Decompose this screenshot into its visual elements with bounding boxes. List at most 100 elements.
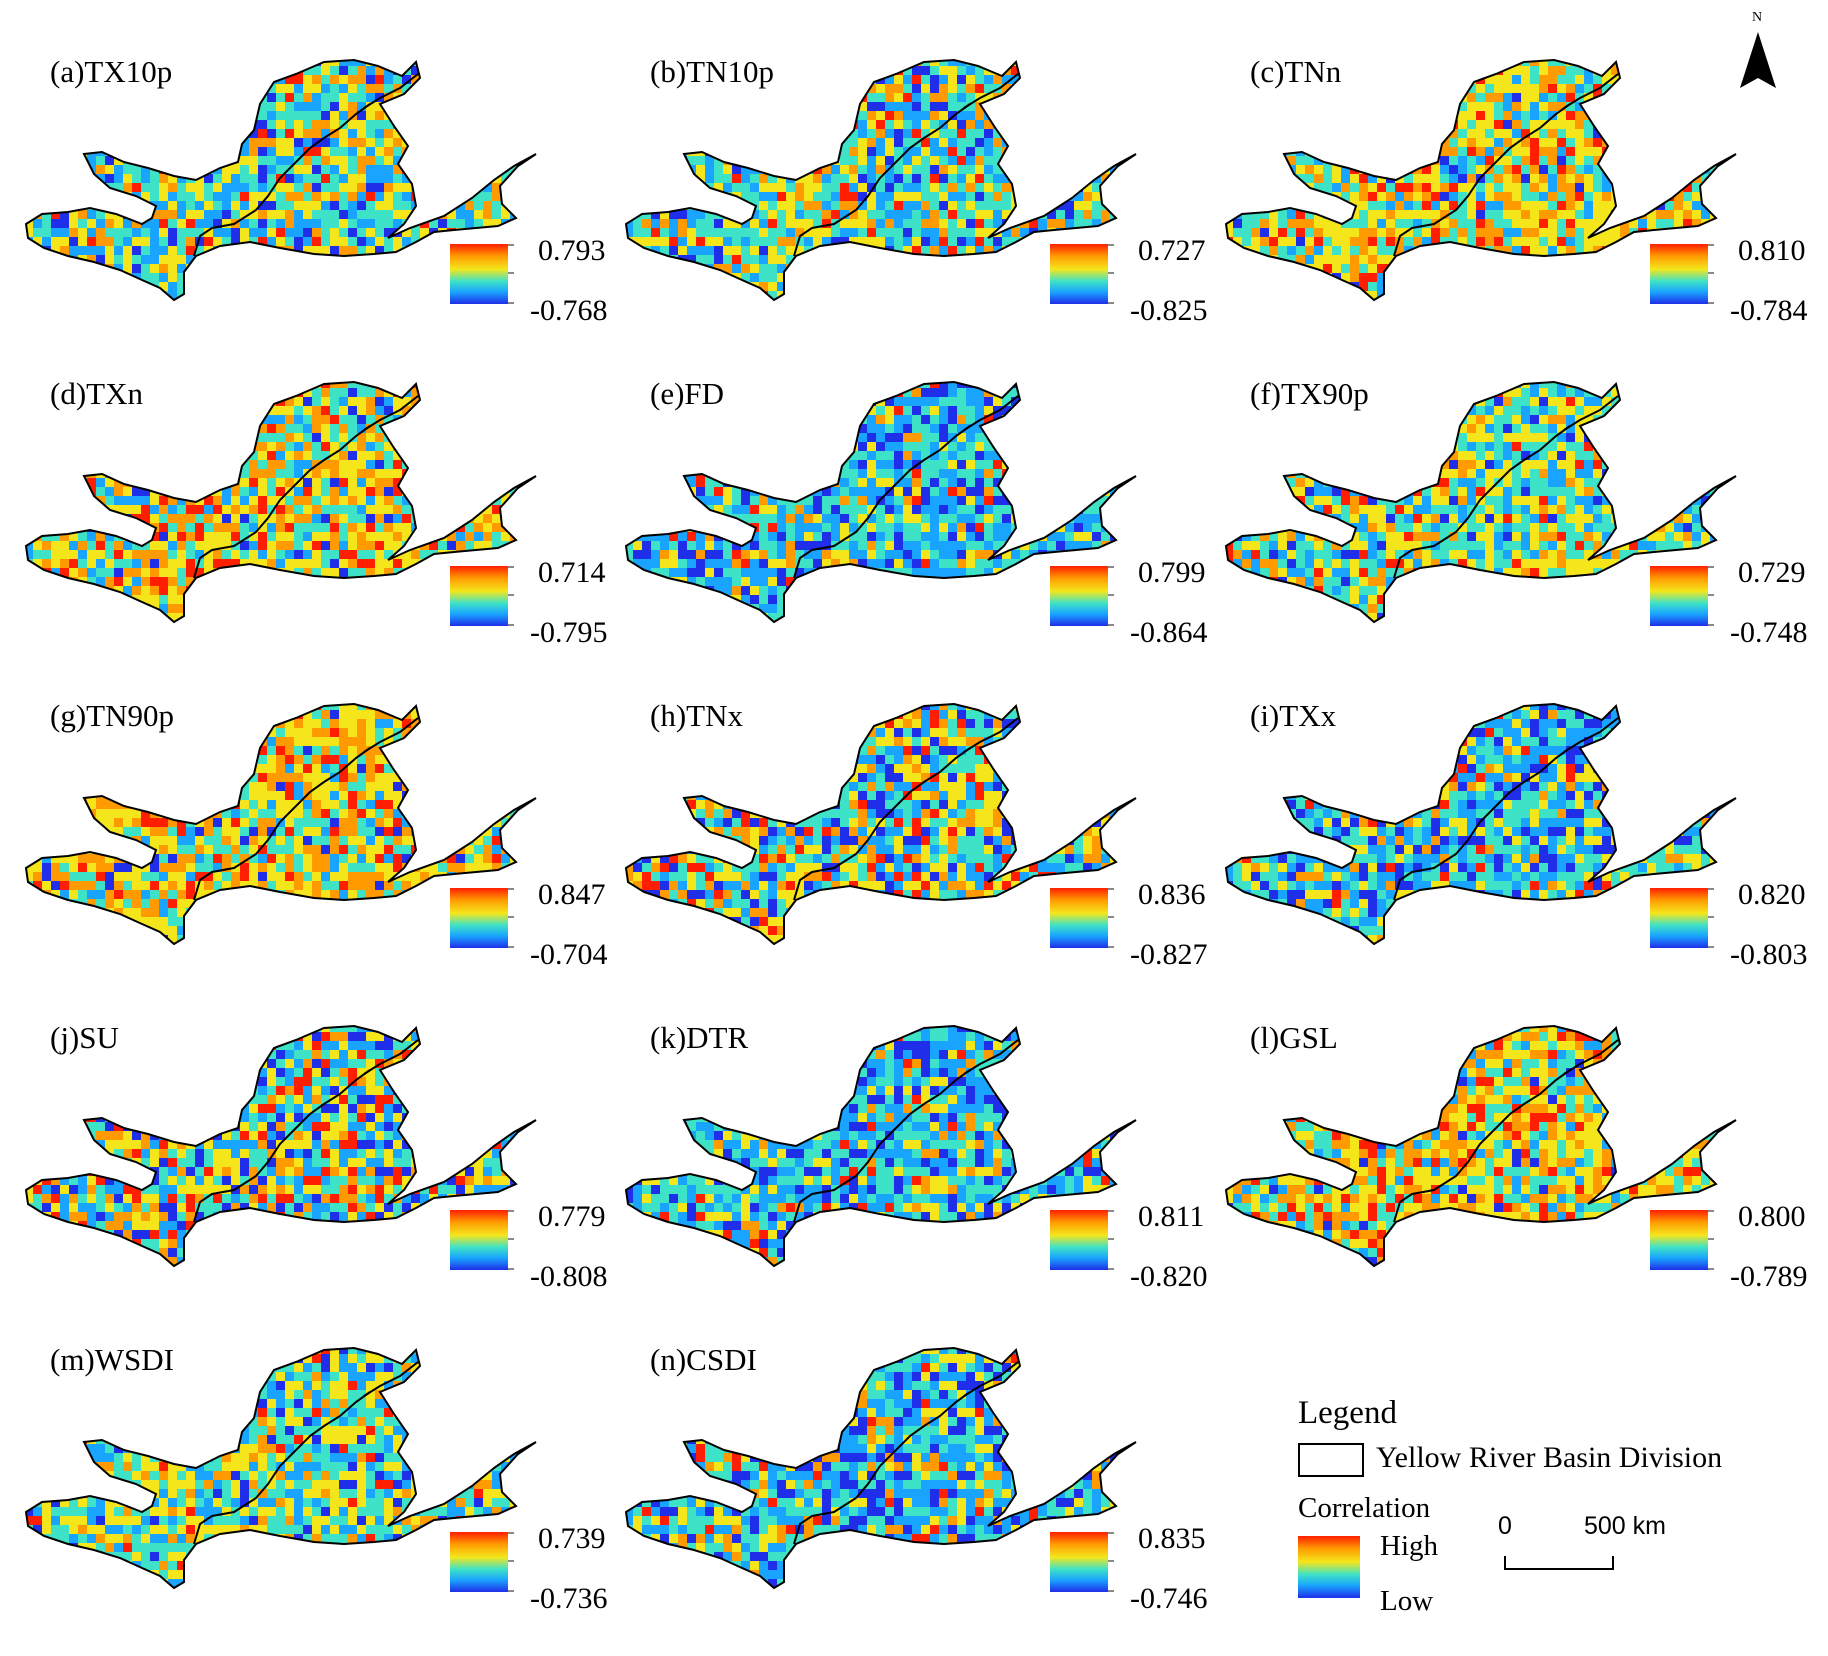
panel-colorbar	[450, 1210, 508, 1270]
basin-division-line	[793, 1391, 971, 1545]
basin-map	[624, 380, 1137, 624]
colorbar-tick	[1108, 272, 1114, 274]
basin-outline	[624, 1024, 1137, 1268]
basin-division-line	[193, 1069, 371, 1223]
basin-division-line	[963, 73, 1019, 109]
panel-title: (b)TN10p	[650, 54, 774, 90]
map-panel: (k)DTR 0.811 -0.820	[624, 1014, 1224, 1334]
legend-division-label: Yellow River Basin Division	[1376, 1441, 1722, 1475]
basin-division-line	[963, 1039, 1019, 1075]
panel-title: (j)SU	[50, 1020, 119, 1056]
panel-colorbar	[1050, 1532, 1108, 1592]
colorbar-tick	[1708, 946, 1714, 948]
basin-division-line	[963, 717, 1019, 753]
basin-map	[24, 1346, 537, 1590]
panel-colorbar	[1650, 1210, 1708, 1270]
north-arrow-icon	[1740, 32, 1776, 88]
basin-outline	[1224, 58, 1737, 302]
basin-division-line	[793, 103, 971, 257]
basin-division-line	[793, 1069, 971, 1223]
legend-title: Legend	[1298, 1395, 1397, 1432]
colorbar-tick	[1708, 916, 1714, 918]
map-panel: (c)TNn 0.810 -0.784	[1224, 48, 1824, 368]
map-panel: (j)SU 0.779 -0.808	[24, 1014, 624, 1334]
panel-colorbar	[1050, 244, 1108, 304]
panel-colorbar	[1050, 1210, 1108, 1270]
basin-division-line	[363, 717, 419, 753]
colorbar-max-label: 0.810	[1738, 234, 1806, 268]
basin-outline	[24, 1024, 537, 1268]
colorbar-tick	[1108, 594, 1114, 596]
legend-correlation-label: Correlation	[1298, 1492, 1430, 1525]
colorbar-min-label: -0.864	[1130, 616, 1208, 650]
colorbar-min-label: -0.820	[1130, 1260, 1208, 1294]
north-letter: N	[1752, 10, 1762, 26]
colorbar-min-label: -0.704	[530, 938, 608, 972]
basin-outline	[24, 702, 537, 946]
panel-title: (k)DTR	[650, 1020, 748, 1056]
colorbar-max-label: 0.811	[1138, 1200, 1204, 1234]
basin-division-line	[1393, 425, 1571, 579]
panel-title: (h)TNx	[650, 698, 743, 734]
colorbar-tick	[508, 566, 514, 568]
colorbar-max-label: 0.836	[1138, 878, 1206, 912]
scale-bar: 0 500 km	[1488, 1512, 1666, 1582]
map-panel: (e)FD 0.799 -0.864	[624, 370, 1224, 690]
basin-division-line	[363, 1039, 419, 1075]
basin-division-line	[1563, 73, 1619, 109]
colorbar-tick	[1708, 1238, 1714, 1240]
panel-title: (c)TNn	[1250, 54, 1341, 90]
colorbar-max-label: 0.727	[1138, 234, 1206, 268]
colorbar-tick	[508, 1268, 514, 1270]
panel-title: (e)FD	[650, 376, 724, 412]
panel-title: (i)TXx	[1250, 698, 1336, 734]
basin-map	[624, 1024, 1137, 1268]
panel-colorbar	[450, 1532, 508, 1592]
panel-title: (m)WSDI	[50, 1342, 174, 1378]
basin-division-line	[1563, 395, 1619, 431]
colorbar-max-label: 0.820	[1738, 878, 1806, 912]
legend-low-label: Low	[1380, 1585, 1433, 1618]
colorbar-tick	[1708, 1210, 1714, 1212]
scale-line	[1504, 1556, 1614, 1570]
basin-division-line	[1393, 1069, 1571, 1223]
colorbar-tick	[1108, 888, 1114, 890]
basin-division-line	[963, 395, 1019, 431]
map-panel: (b)TN10p 0.727 -0.825	[624, 48, 1224, 368]
panel-title: (f)TX90p	[1250, 376, 1369, 412]
colorbar-tick	[1108, 624, 1114, 626]
colorbar-max-label: 0.835	[1138, 1522, 1206, 1556]
colorbar-tick	[508, 624, 514, 626]
basin-outline	[24, 58, 537, 302]
colorbar-tick	[508, 272, 514, 274]
basin-outline	[1224, 702, 1737, 946]
panel-title: (l)GSL	[1250, 1020, 1338, 1056]
basin-map	[24, 702, 537, 946]
map-panel: (f)TX90p 0.729 -0.748	[1224, 370, 1824, 690]
colorbar-tick	[508, 1590, 514, 1592]
colorbar-tick	[1108, 1268, 1114, 1270]
panel-colorbar	[1650, 244, 1708, 304]
colorbar-min-label: -0.736	[530, 1582, 608, 1616]
legend-high-label: High	[1380, 1530, 1438, 1563]
colorbar-tick	[1108, 916, 1114, 918]
basin-division-line	[193, 1391, 371, 1545]
colorbar-tick	[1108, 302, 1114, 304]
map-panel: (m)WSDI 0.739 -0.736	[24, 1336, 624, 1656]
colorbar-tick	[1708, 566, 1714, 568]
map-panel: (h)TNx 0.836 -0.827	[624, 692, 1224, 1012]
colorbar-tick	[1708, 244, 1714, 246]
north-arrow: N	[1736, 10, 1780, 90]
colorbar-tick	[1108, 244, 1114, 246]
colorbar-tick	[1108, 946, 1114, 948]
colorbar-min-label: -0.803	[1730, 938, 1808, 972]
colorbar-max-label: 0.799	[1138, 556, 1206, 590]
colorbar-tick	[508, 244, 514, 246]
panel-title: (d)TXn	[50, 376, 143, 412]
colorbar-min-label: -0.768	[530, 294, 608, 328]
map-panel: (l)GSL 0.800 -0.789	[1224, 1014, 1824, 1334]
colorbar-tick	[508, 946, 514, 948]
colorbar-tick	[1708, 888, 1714, 890]
basin-division-line	[1563, 1039, 1619, 1075]
basin-map	[24, 58, 537, 302]
